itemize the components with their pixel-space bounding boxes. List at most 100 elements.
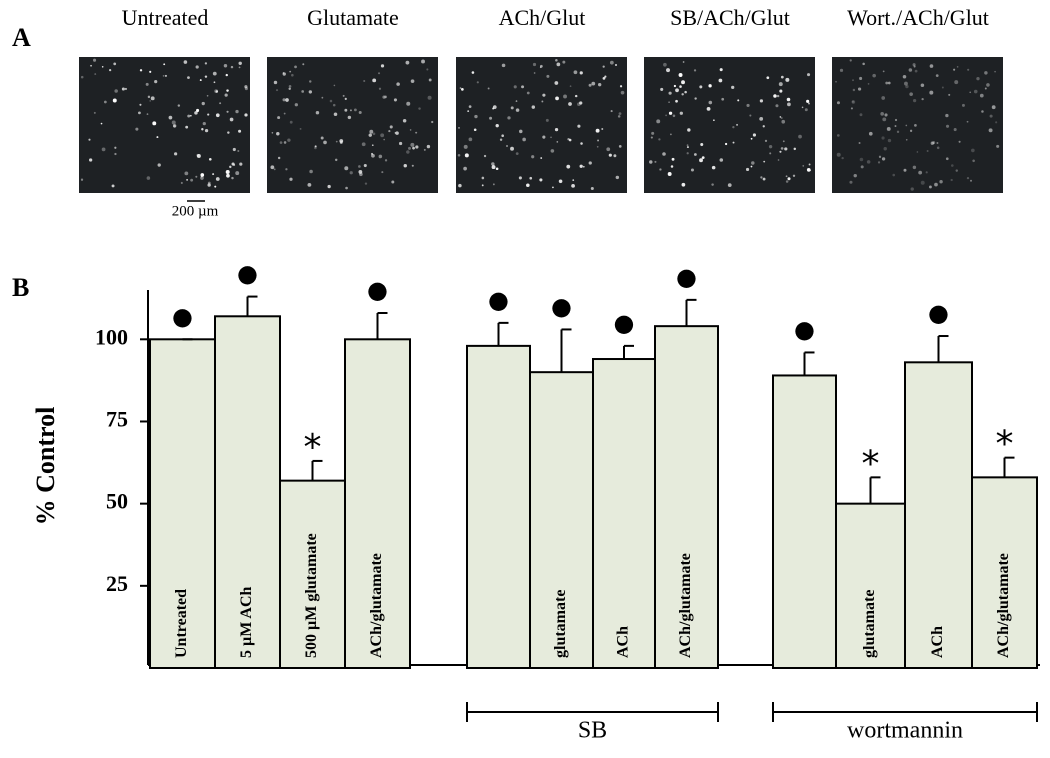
cell-dot [270, 165, 275, 170]
cell-dot [780, 117, 783, 120]
cell-dot [180, 181, 183, 184]
cell-dot [403, 163, 407, 168]
cell-dot [835, 80, 837, 83]
cell-dot [314, 145, 317, 148]
y-tick-label: 75 [106, 407, 128, 432]
cell-dot [582, 165, 585, 168]
image-title: Wort./ACh/Glut [847, 5, 989, 30]
cell-dot [610, 110, 613, 113]
y-tick-label: 50 [106, 489, 128, 514]
cell-dot [986, 83, 990, 87]
cell-dot [958, 140, 961, 143]
micrograph [267, 57, 438, 193]
cell-dot [329, 99, 333, 103]
cell-dot [402, 118, 407, 123]
cell-dot [711, 165, 716, 170]
cell-dot [219, 102, 222, 105]
cell-dot [378, 72, 381, 75]
cell-dot [335, 140, 338, 143]
cell-dot [285, 168, 288, 171]
cell-dot [227, 131, 230, 134]
cell-dot [339, 139, 344, 143]
cell-dot [415, 145, 419, 149]
cell-dot [273, 168, 276, 171]
cell-dot [693, 69, 697, 72]
cell-dot [679, 85, 682, 88]
cell-dot [808, 163, 811, 166]
cell-dot [226, 110, 229, 113]
y-axis-title: % Control [31, 407, 60, 526]
cell-dot [567, 138, 570, 141]
cell-dot [934, 182, 938, 187]
cell-dot [204, 62, 208, 65]
cell-dot [213, 81, 216, 84]
cell-dot [737, 99, 740, 102]
cell-dot [279, 141, 283, 144]
cell-dot [412, 146, 415, 150]
cell-dot [967, 68, 970, 71]
cell-dot [597, 139, 600, 142]
cell-dot [200, 173, 205, 177]
cell-dot [506, 145, 508, 147]
cell-dot [522, 137, 526, 142]
cell-dot [651, 131, 655, 135]
cell-dot [966, 120, 969, 123]
cell-dot [961, 103, 965, 107]
cell-dot [186, 179, 188, 181]
cell-dot [579, 164, 583, 168]
cell-dot [289, 120, 293, 124]
bar [971, 476, 1038, 670]
cell-dot [649, 160, 653, 164]
cell-dot [380, 64, 385, 68]
cell-dot [215, 113, 220, 118]
cell-dot [214, 89, 219, 94]
cell-dot [363, 79, 366, 83]
cell-dot [226, 173, 230, 178]
cell-dot [463, 144, 468, 149]
cell-dot [195, 175, 198, 178]
cell-dot [908, 68, 913, 72]
cell-dot [766, 76, 770, 80]
cell-dot [849, 180, 853, 184]
cell-dot [531, 105, 536, 109]
cell-dot [786, 97, 791, 102]
cell-dot [598, 82, 602, 87]
cell-dot [619, 85, 623, 88]
cell-dot [187, 114, 191, 118]
cell-dot [372, 132, 376, 136]
cell-dot [764, 139, 768, 143]
bar-label: ACh [929, 626, 946, 658]
cell-dot [393, 98, 397, 102]
cell-dot [395, 131, 399, 135]
cell-dot [996, 144, 1000, 148]
cell-dot [80, 75, 84, 79]
cell-dot [283, 141, 287, 144]
bar [772, 374, 837, 669]
cell-dot [853, 173, 857, 178]
cell-dot [556, 141, 559, 143]
cell-dot [945, 113, 949, 118]
cell-dot [114, 146, 117, 149]
cell-dot [208, 157, 212, 161]
cell-dot [775, 104, 779, 108]
cell-dot [852, 79, 854, 82]
cell-dot [408, 146, 412, 150]
group-label: SB [578, 718, 607, 744]
cell-dot [515, 108, 520, 112]
cell-dot [93, 58, 97, 62]
cell-dot [471, 71, 475, 74]
cell-dot [431, 120, 434, 124]
cell-dot [872, 73, 876, 78]
cell-dot [763, 160, 766, 163]
cell-dot [668, 91, 672, 95]
cell-dot [231, 162, 235, 166]
cell-dot [294, 103, 298, 107]
cell-dot [939, 179, 943, 184]
scale-bar-label: 200 µm [172, 203, 219, 219]
cell-dot [146, 113, 149, 116]
cell-dot [540, 157, 543, 159]
cell-dot [415, 131, 418, 134]
cell-dot [358, 111, 362, 115]
cell-dot [323, 140, 327, 145]
